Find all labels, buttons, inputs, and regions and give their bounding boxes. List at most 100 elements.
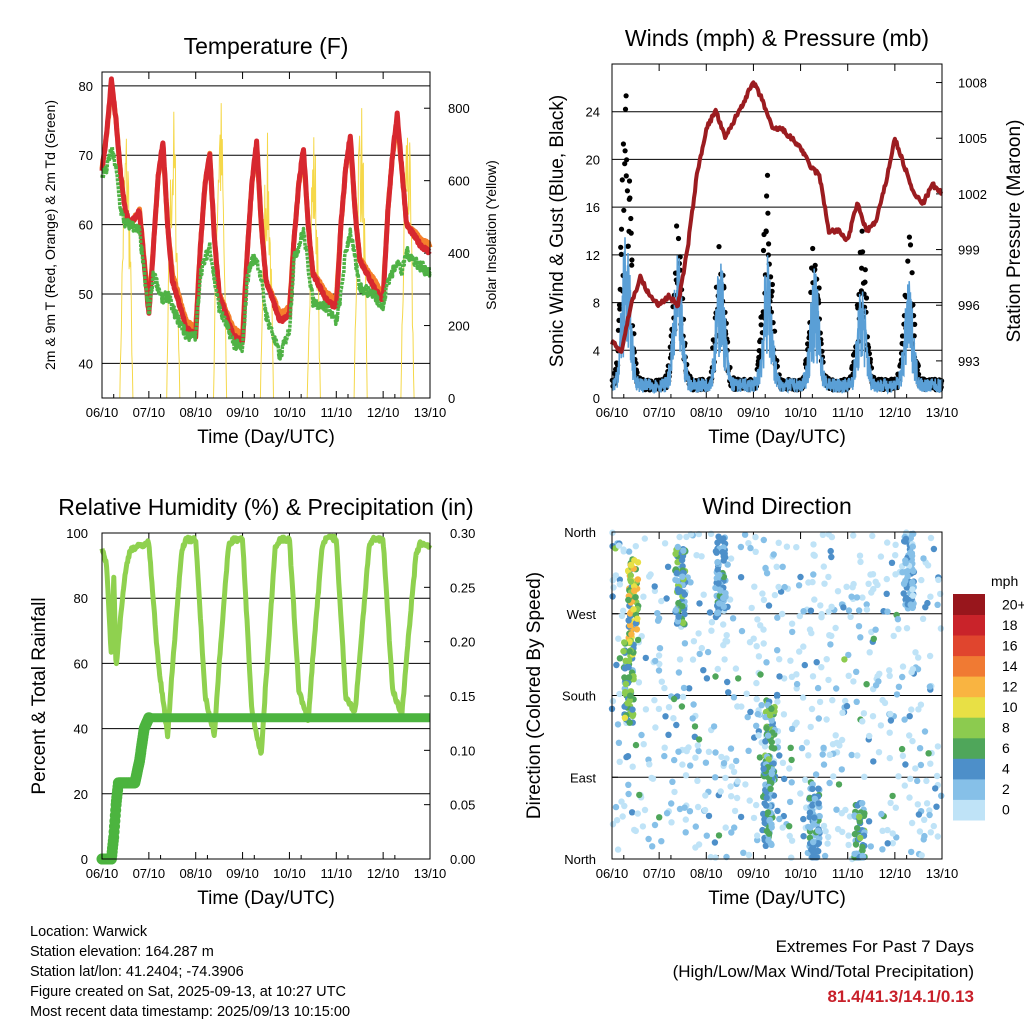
wind-direction-panel: Wind Direction 06/10 07/10 08/10 09/10 10/10 1… (524, 493, 958, 909)
direction-point (609, 577, 616, 584)
direction-point (774, 738, 782, 745)
gust-point (622, 148, 628, 154)
direction-point (904, 568, 911, 575)
x-tick-label: 09/10 (226, 866, 259, 881)
direction-point (632, 741, 640, 749)
direction-point (616, 576, 623, 583)
direction-point (774, 614, 781, 621)
direction-point (890, 632, 897, 640)
direction-point (776, 752, 783, 759)
gust-point (624, 188, 631, 194)
gust-point (756, 348, 762, 354)
direction-point (884, 539, 891, 546)
direction-point (857, 834, 864, 842)
direction-point (783, 543, 791, 550)
chart-title: Wind Direction (702, 493, 852, 519)
direction-point (640, 593, 647, 600)
direction-point (757, 671, 764, 678)
direction-point (672, 550, 679, 557)
direction-point (766, 816, 773, 824)
direction-point (748, 604, 755, 612)
direction-point (675, 599, 682, 607)
direction-point (933, 772, 941, 780)
direction-point (734, 778, 741, 785)
direction-point (847, 613, 854, 620)
direction-point (779, 610, 786, 618)
x-axis-label: Time (Day/UTC) (708, 888, 846, 909)
y2-tick-label: 0.15 (450, 689, 475, 704)
direction-point (629, 706, 636, 713)
direction-point (857, 634, 864, 641)
precip-points (96, 712, 155, 865)
y-tick-label: 70 (79, 148, 93, 163)
direction-point (665, 704, 673, 711)
direction-point (662, 713, 669, 720)
direction-point (610, 584, 617, 591)
direction-point (734, 703, 741, 710)
direction-point (752, 548, 759, 555)
gust-point (764, 172, 771, 178)
direction-point (845, 607, 853, 614)
direction-point (720, 603, 727, 610)
direction-point (841, 656, 848, 663)
y-tick-label: 80 (79, 79, 93, 94)
direction-point (934, 743, 942, 750)
direction-point (787, 744, 794, 751)
gust-point (765, 210, 771, 216)
gust-point (624, 157, 630, 163)
direction-point (821, 580, 828, 587)
direction-point (786, 798, 794, 806)
temp-2m-line (99, 76, 432, 346)
y2-tick-label: 0.25 (450, 580, 475, 595)
y2-tick-label: 0.00 (450, 852, 475, 867)
direction-point (830, 773, 837, 780)
colorbar-label: 14 (1002, 658, 1018, 674)
direction-point (924, 599, 931, 607)
direction-point (668, 819, 675, 826)
direction-point (679, 619, 687, 627)
colorbar-swatch (953, 676, 985, 698)
direction-point (926, 811, 933, 819)
direction-point (775, 583, 782, 591)
direction-point (853, 668, 860, 675)
direction-point (886, 729, 893, 736)
colorbar-swatch (953, 717, 985, 739)
colorbar-label: 4 (1002, 761, 1010, 777)
gust-point (629, 262, 635, 268)
direction-point (902, 538, 909, 545)
direction-point (670, 715, 677, 722)
direction-point (651, 697, 658, 704)
direction-point (927, 593, 934, 600)
direction-point (870, 758, 877, 765)
direction-point (702, 759, 710, 766)
y2-tick-label: 993 (958, 354, 980, 369)
direction-point (840, 604, 847, 611)
direction-point (714, 566, 721, 573)
direction-point (727, 783, 734, 790)
colorbar-label: 20+ (1002, 596, 1024, 612)
direction-point (609, 697, 617, 705)
direction-point (909, 586, 916, 593)
direction-point (625, 617, 632, 624)
direction-point (712, 854, 719, 861)
direction-point (655, 667, 663, 674)
y2-tick-label: 1005 (958, 131, 987, 146)
direction-point (656, 645, 664, 652)
colorbar-label: 10 (1002, 699, 1018, 715)
gust-point (619, 177, 625, 183)
direction-point (724, 678, 731, 686)
y-tick-label: 0 (593, 391, 600, 406)
direction-point (779, 824, 786, 831)
direction-point (745, 851, 753, 859)
direction-point (681, 804, 688, 811)
direction-point (806, 809, 814, 816)
direction-point (924, 562, 932, 569)
direction-point (908, 848, 915, 856)
direction-point (753, 643, 760, 650)
direction-point (661, 684, 668, 692)
direction-point (626, 697, 633, 704)
direction-point (788, 620, 796, 627)
direction-point (810, 838, 817, 846)
direction-point (682, 829, 689, 836)
direction-point (795, 582, 803, 589)
